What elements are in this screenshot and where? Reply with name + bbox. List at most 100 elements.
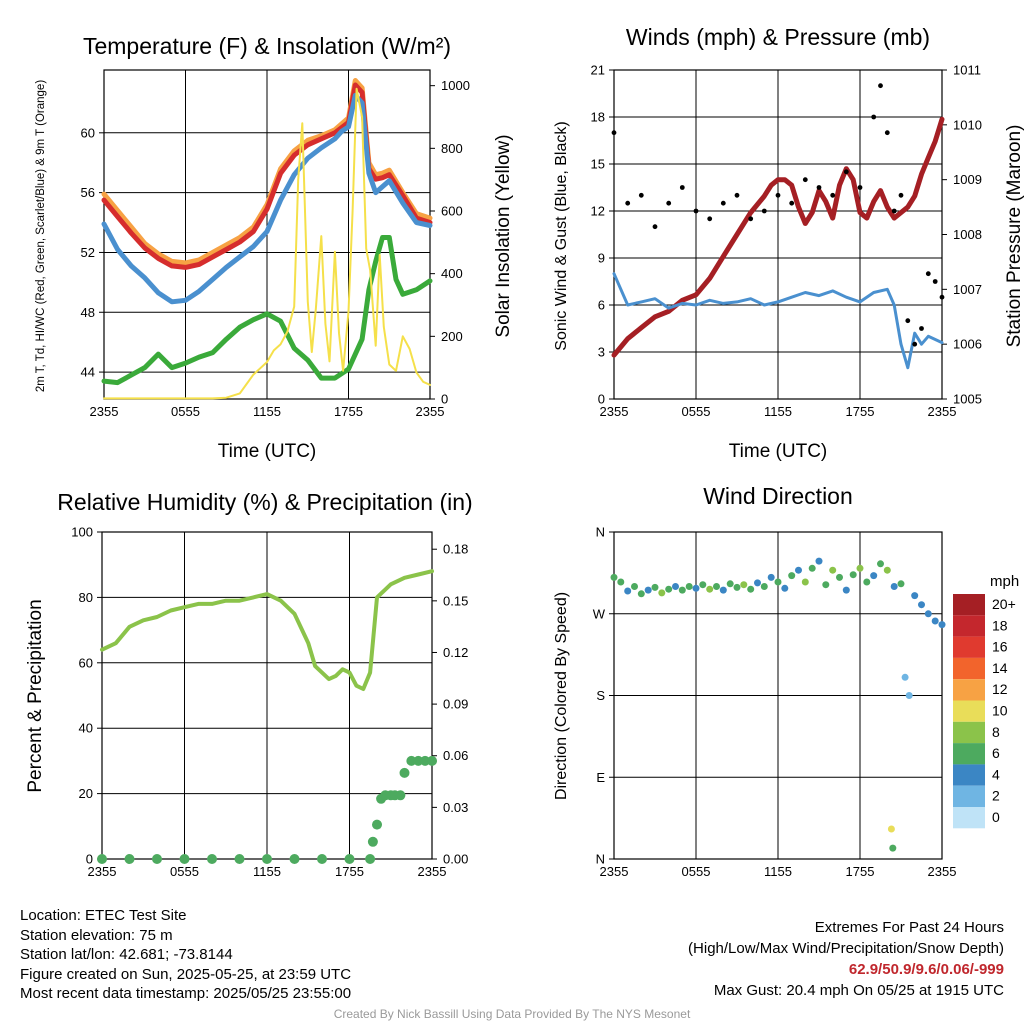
precip-point: [262, 854, 272, 864]
temp-ylabel-right: Solar Insolation (Yellow): [493, 134, 514, 337]
wind-gust-point: [905, 318, 911, 324]
wind-gust-point: [878, 83, 883, 89]
dir-point: [658, 589, 666, 597]
temp-series-line: [101, 92, 433, 305]
dir-point: [829, 566, 837, 574]
wind-y2-tick-label: 1008: [953, 227, 982, 242]
wind-y-tick-label: 6: [598, 298, 605, 313]
temp-series-line: [101, 82, 433, 270]
wind-gust-point: [816, 185, 822, 190]
legend-swatch: [953, 679, 985, 701]
speed-legend: mph 20+ 18 16 14 12 10 8 6 4 2 0: [953, 573, 1019, 829]
temp-y-tick-label: 44: [81, 365, 95, 380]
dir-point: [699, 581, 707, 589]
wind-gust-point: [748, 216, 754, 222]
elevation-text: Station elevation: 75 m: [20, 926, 173, 944]
dir-point: [651, 583, 659, 591]
legend-label: 18: [992, 617, 1008, 633]
temp-series-line: [101, 78, 433, 266]
legend-label: 20+: [992, 596, 1016, 612]
rh-series-line: [100, 569, 434, 691]
temp-series-line: [101, 235, 433, 386]
temp-plot: 2355 0555 1155 1755 235544485256600200400600…: [81, 69, 470, 419]
temp-y2-tick-label: 600: [441, 204, 463, 219]
wind-y-tick-label: 12: [591, 204, 605, 219]
wind-y-tick-label: 9: [598, 251, 605, 266]
precip-point: [344, 854, 355, 864]
temp-series-line: [103, 87, 431, 400]
rh-x-tick-label: 0555: [170, 864, 199, 879]
legend-label: 12: [992, 681, 1008, 697]
dir-point: [883, 566, 891, 574]
dir-point: [905, 692, 913, 699]
dir-point: [760, 583, 768, 590]
dir-point: [610, 573, 618, 581]
legend-label: 14: [992, 660, 1008, 676]
wind-gust-point: [734, 192, 740, 198]
dir-point: [672, 583, 679, 590]
legend-label: 4: [992, 766, 1000, 782]
wind-ylabel-left: Sonic Wind & Gust (Blue, Black): [553, 121, 570, 350]
extremes-fields: (High/Low/Max Wind/Precipitation/Snow De…: [688, 940, 1004, 957]
legend-swatch: [953, 721, 985, 744]
wind-y2-tick-label: 1010: [953, 117, 982, 132]
wind-y2-tick-label: 1005: [953, 392, 982, 407]
temp-x-tick-label: 1155: [253, 404, 281, 419]
wind-gust-point: [912, 341, 918, 347]
temp-y-tick-label: 56: [81, 185, 95, 200]
wind-gust-point: [652, 224, 658, 230]
temp-x-tick-label: 1755: [334, 404, 363, 419]
dir-point: [887, 825, 895, 833]
legend-label: 0: [992, 809, 1000, 825]
wind-x-tick-label: 0555: [682, 404, 711, 419]
dir-point: [781, 584, 789, 592]
dir-point: [740, 581, 748, 589]
dir-point: [774, 578, 782, 586]
wind-gust-point: [843, 169, 849, 175]
dir-y-tick-label: N: [596, 852, 605, 867]
dir-point: [815, 557, 823, 565]
legend-swatch: [953, 743, 985, 765]
wind-gust-point: [830, 192, 836, 198]
wind-gust-point: [898, 192, 904, 198]
dir-point: [938, 621, 946, 629]
precip-point: [97, 854, 107, 864]
wind-gust-point: [775, 192, 781, 198]
location-text: Location: ETEC Test Site: [20, 907, 187, 924]
station-info: Location: ETEC Test Site Station elevati…: [20, 906, 351, 1004]
rh-y2-tick-label: 0.03: [443, 800, 468, 815]
dir-x-tick-label: 1155: [764, 864, 792, 879]
legend-label: 6: [992, 745, 1000, 761]
precip-point: [124, 854, 135, 864]
wind-y2-tick-label: 1009: [953, 172, 982, 187]
extremes-box: Extremes For Past 24 Hours (High/Low/Max…: [688, 917, 1004, 1001]
rh-x-tick-label: 1155: [253, 864, 281, 879]
legend-label: 8: [992, 724, 1000, 740]
rh-y-tick-label: 100: [71, 525, 93, 540]
dir-x-tick-label: 0555: [682, 864, 711, 879]
dir-x-tick-label: 1755: [846, 864, 875, 879]
dir-point: [877, 560, 884, 568]
wind-gust-point: [871, 114, 877, 120]
dir-point: [617, 578, 625, 586]
legend-swatch: [953, 615, 985, 637]
extremes-values: 62.9/50.9/9.6/0.06/-999: [848, 961, 1004, 978]
wind-y2-tick-label: 1011: [953, 63, 981, 78]
legend-title: mph: [990, 573, 1019, 590]
wind-y-tick-label: 0: [598, 392, 605, 407]
dir-point: [795, 566, 802, 574]
rh-x-tick-label: 1755: [335, 864, 364, 879]
dir-point: [767, 573, 775, 581]
wind-x-tick-label: 1155: [764, 404, 792, 419]
wind-gust-point: [693, 208, 699, 214]
dir-point: [665, 585, 673, 593]
dir-point: [788, 572, 796, 580]
wind-gust-point: [720, 200, 726, 206]
wind-gust-point: [939, 294, 945, 300]
rh-x-tick-label: 2355: [418, 864, 447, 879]
wind-gust-point: [761, 208, 767, 214]
dir-point: [692, 584, 700, 592]
temp-y2-tick-label: 200: [441, 329, 463, 344]
